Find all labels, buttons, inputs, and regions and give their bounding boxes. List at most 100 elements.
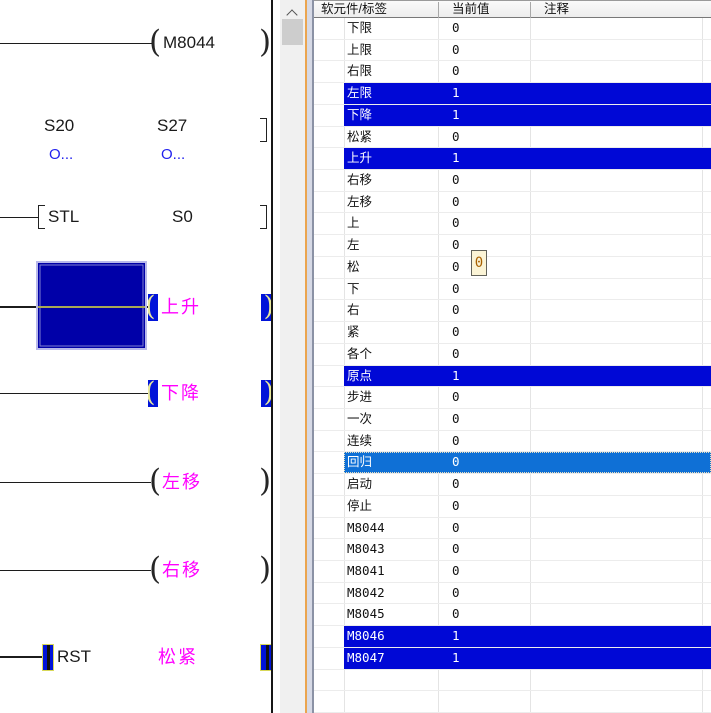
coil-close-paren-icon: ) <box>259 24 272 60</box>
current-value-cell: 0 <box>452 193 460 209</box>
device-name-cell: 右限 <box>347 63 373 79</box>
step-label[interactable]: S20 <box>44 116 75 135</box>
current-value-cell: 0 <box>452 128 460 144</box>
table-row[interactable]: 原点 1 <box>314 365 711 388</box>
table-row[interactable]: M8042 0 <box>314 583 711 605</box>
coil-device-label[interactable]: 下降 <box>161 383 201 403</box>
table-row[interactable]: 下降 1 <box>314 104 711 127</box>
table-row[interactable] <box>314 670 711 692</box>
panel-splitter[interactable] <box>307 0 312 713</box>
energized-coil-close-paren-icon: ) <box>261 293 271 321</box>
column-header-comment[interactable]: 注释 <box>544 2 570 16</box>
current-value-cell: 0 <box>452 280 460 296</box>
table-row[interactable]: M8046 1 <box>314 626 711 648</box>
table-row[interactable]: 右移 0 <box>314 170 711 192</box>
step-label[interactable]: S27 <box>157 116 188 135</box>
instruction-close-bracket-icon <box>260 205 267 229</box>
coil-device-label[interactable]: 上升 <box>161 297 201 317</box>
row-highlight <box>344 452 711 474</box>
device-name-cell: 连续 <box>347 432 373 448</box>
table-row[interactable]: 下限 0 <box>314 18 711 40</box>
energized-coil-close-paren-icon: ) <box>261 379 271 407</box>
current-value-cell: 1 <box>452 649 460 665</box>
current-value-cell: 0 <box>452 497 460 513</box>
current-value-cell: 0 <box>452 302 460 318</box>
current-value-cell: 0 <box>452 562 460 578</box>
power-flow-line <box>38 306 145 308</box>
current-value-cell: 1 <box>452 367 460 383</box>
table-row[interactable]: 各个 0 <box>314 344 711 366</box>
device-name-cell: M8046 <box>347 628 385 644</box>
ladder-editor-panel: ( M8044 ) S20 O... S27 O... STL S0 ( 上升 … <box>0 0 280 713</box>
instruction-close-bracket-icon <box>260 118 267 142</box>
device-name-cell: 原点 <box>347 367 373 383</box>
device-name-cell: M8042 <box>347 584 385 600</box>
current-value-cell: 0 <box>452 454 460 470</box>
stl-opcode[interactable]: STL <box>48 207 80 226</box>
column-header-value[interactable]: 当前值 <box>452 2 490 16</box>
table-row[interactable]: 松紧 0 <box>314 127 711 149</box>
table-row[interactable]: M8044 0 <box>314 518 711 540</box>
current-value-cell: 0 <box>452 215 460 231</box>
rung-line <box>0 42 152 44</box>
column-header-device[interactable]: 软元件/标签 <box>321 2 387 16</box>
table-row[interactable]: 回归 0 <box>314 452 711 475</box>
table-row[interactable]: 步进 0 <box>314 387 711 409</box>
current-value-cell: 0 <box>452 606 460 622</box>
scrollbar-thumb[interactable] <box>282 19 303 45</box>
table-row[interactable]: M8045 0 <box>314 604 711 627</box>
table-row[interactable]: M8041 0 <box>314 561 711 583</box>
table-row[interactable]: 上升 1 <box>314 148 711 171</box>
coil-close-paren-icon: ) <box>259 463 272 499</box>
table-row[interactable] <box>314 691 711 713</box>
table-row[interactable]: M8043 0 <box>314 539 711 561</box>
device-name-cell: M8044 <box>347 519 385 535</box>
coil-close-paren-icon: ) <box>259 551 272 587</box>
step-note[interactable]: O... <box>49 146 74 163</box>
stl-operand[interactable]: S0 <box>172 207 193 226</box>
table-row[interactable]: 连续 0 <box>314 431 711 453</box>
row-highlight <box>344 365 711 387</box>
rst-operand[interactable]: 松紧 <box>158 647 198 667</box>
coil-device-label[interactable]: 左移 <box>162 472 202 492</box>
coil-device-label[interactable]: M8044 <box>163 33 215 52</box>
current-value-cell: 1 <box>452 106 460 122</box>
rst-opcode[interactable]: RST <box>57 647 91 666</box>
ladder-vertical-scrollbar[interactable] <box>280 0 305 713</box>
table-row[interactable]: 停止 0 <box>314 496 711 518</box>
coil-open-paren-icon: ( <box>149 24 162 60</box>
step-note[interactable]: O... <box>161 146 186 163</box>
table-row[interactable]: M8047 1 <box>314 647 711 670</box>
table-row[interactable]: 上限 0 <box>314 40 711 62</box>
current-value-cell: 0 <box>452 432 460 448</box>
panel-splitter-edge <box>312 0 314 713</box>
table-row[interactable]: 左限 1 <box>314 83 711 105</box>
watch-rows: 下限 0 上限 0 右限 0 左限 1 下降 1 松紧 0 上升 1 右移 0 左移 0 上 0 左 0 松 0 下 0 右 0 紧 0 各… <box>314 18 711 713</box>
ladder-selection-cursor[interactable] <box>36 261 147 350</box>
device-name-cell: 松紧 <box>347 128 373 144</box>
device-name-cell: 左限 <box>347 85 373 101</box>
current-value-cell: 0 <box>452 541 460 557</box>
device-name-cell: 下 <box>347 280 360 296</box>
device-watch-window: 软元件/标签 当前值 注释 下限 0 上限 0 右限 0 左限 1 下降 1 松紧 0 上升 1 右移 0 左移… <box>314 0 711 713</box>
panel-splitter-accent[interactable] <box>305 0 307 713</box>
table-row[interactable]: 一次 0 <box>314 409 711 431</box>
column-divider[interactable] <box>438 2 439 18</box>
coil-device-label[interactable]: 右移 <box>162 560 202 580</box>
table-row[interactable]: 右限 0 <box>314 61 711 84</box>
table-row[interactable]: 左移 0 <box>314 192 711 214</box>
current-value-cell: 0 <box>452 476 460 492</box>
table-row[interactable]: 启动 0 <box>314 474 711 496</box>
column-divider[interactable] <box>530 2 531 18</box>
current-value-cell: 0 <box>452 410 460 426</box>
device-name-cell: 步进 <box>347 389 373 405</box>
row-highlight <box>344 626 711 647</box>
rung-line <box>0 216 38 218</box>
